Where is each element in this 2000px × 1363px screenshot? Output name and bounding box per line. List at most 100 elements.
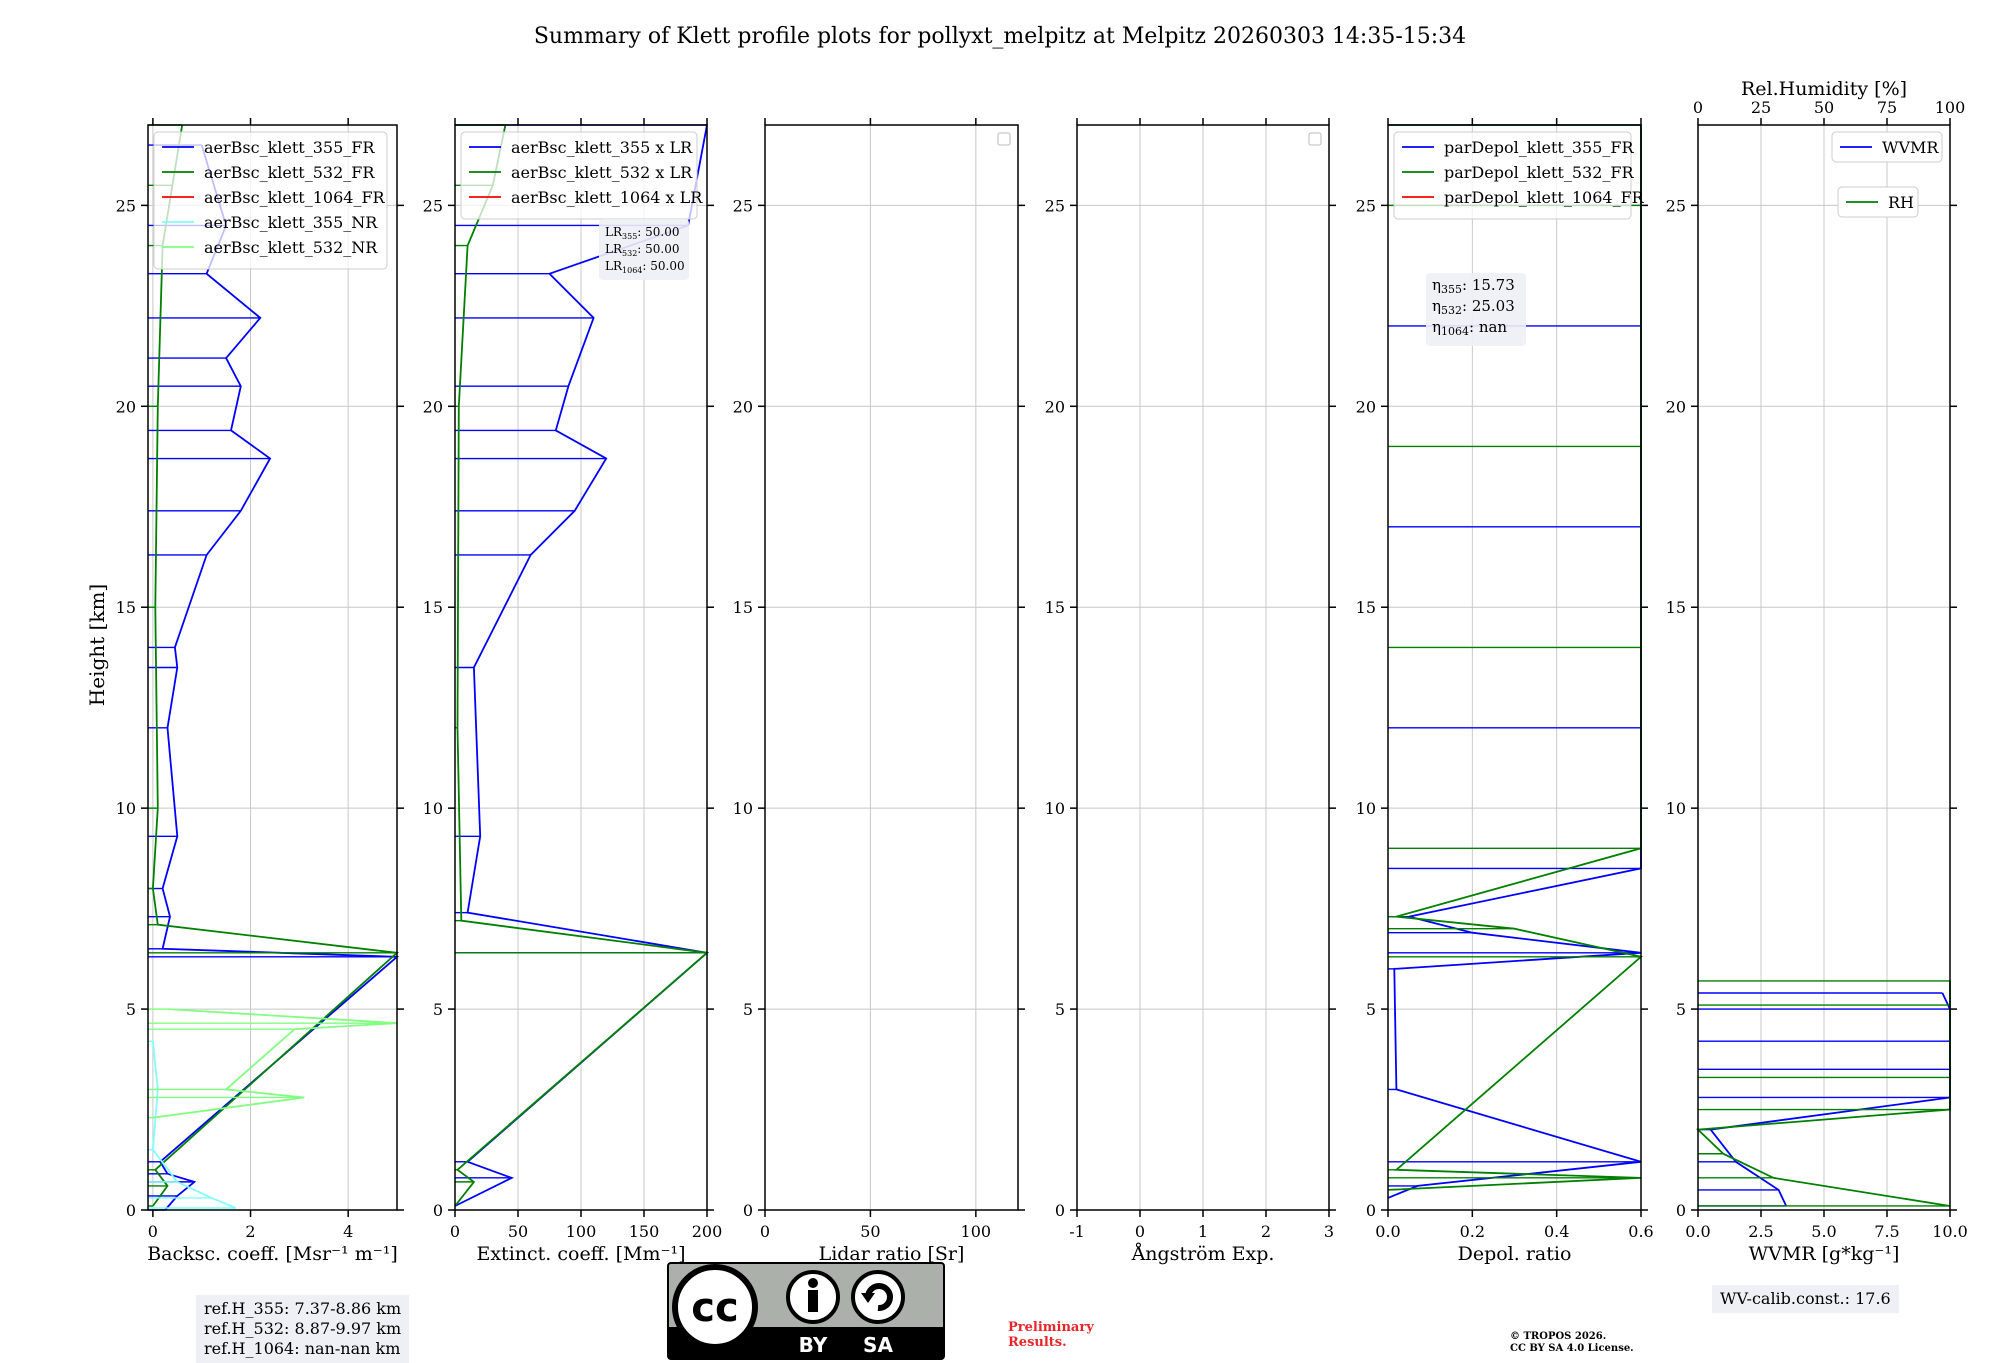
copyright-note: © TROPOS 2026. CC BY SA 4.0 License. xyxy=(1510,1331,1634,1355)
y-tick-label: 5 xyxy=(1676,1000,1686,1019)
x-axis-label: Depol. ratio xyxy=(1458,1243,1572,1265)
x-tick-label: 3 xyxy=(1324,1222,1334,1241)
series-line-aerBsc_klett_355_FR xyxy=(159,144,400,1211)
by-person-head xyxy=(808,1278,818,1288)
annotation-line: LR1064: 50.00 xyxy=(605,259,685,275)
legend-entry: aerBsc_klett_355_FR xyxy=(204,138,375,157)
axes-frame xyxy=(764,124,1019,1211)
series-line-aerBsc_klett_532_FR xyxy=(151,124,400,1207)
x-tick-label: 2 xyxy=(1261,1222,1271,1241)
legend: aerBsc_klett_355_FR aerBsc_klett_532_FRae… xyxy=(153,131,388,270)
y-tick-label: 15 xyxy=(1045,598,1065,617)
legend-entry: parDepol_klett_1064_FR xyxy=(1444,188,1645,207)
y-tick-label: 5 xyxy=(1366,1000,1376,1019)
y-tick-label: 10 xyxy=(1045,799,1065,818)
top-x-tick-label: 100 xyxy=(1935,98,1966,117)
by-label: BY xyxy=(799,1333,828,1357)
preliminary-line-2: Results. xyxy=(1008,1335,1067,1350)
x-tick-label: 50 xyxy=(508,1222,528,1241)
y-tick-label: 15 xyxy=(1356,598,1376,617)
x-tick-label: 0.0 xyxy=(1375,1222,1400,1241)
y-axis-label: Height [km] xyxy=(85,584,109,706)
y-tick-label: 10 xyxy=(1666,799,1686,818)
series-line-aerBsc_klett_532_NR xyxy=(152,1008,398,1119)
panel-wvmr: 0.0 2.5 5.0 7.5 10.0 0 5 10 15 20 25 WVMR [g*kg⁻¹] 0… xyxy=(1666,78,1968,1265)
x-tick-label: 150 xyxy=(629,1222,660,1241)
sa-label: SA xyxy=(863,1333,893,1357)
preliminary-line-1: Preliminary xyxy=(1008,1320,1094,1335)
y-tick-label: 10 xyxy=(733,799,753,818)
preliminary-note: Preliminary Results. xyxy=(1008,1320,1094,1350)
ref-height-355: ref.H_355: 7.37-8.86 km xyxy=(204,1299,402,1318)
x-tick-label: -1 xyxy=(1069,1222,1085,1241)
legend-frame xyxy=(1831,131,1943,163)
x-tick-label: 0 xyxy=(1135,1222,1145,1241)
series-line-aerBsc_klett_355_NR xyxy=(151,1041,237,1209)
x-axis-label: WVMR [g*kg⁻¹] xyxy=(1749,1243,1900,1265)
annotation-line: η355: 15.73 xyxy=(1432,276,1515,296)
y-tick-label: 5 xyxy=(433,1000,443,1019)
y-tick-label: 0 xyxy=(743,1201,753,1220)
y-tick-label: 25 xyxy=(733,196,753,215)
y-tick-label: 15 xyxy=(733,598,753,617)
top-x-tick-label: 50 xyxy=(1814,98,1834,117)
x-tick-label: 0 xyxy=(760,1222,770,1241)
axes-frame xyxy=(1387,124,1642,1211)
legend-entry: aerBsc_klett_532_NR xyxy=(204,238,378,257)
sa-share-icon xyxy=(851,1270,905,1324)
y-tick-label: 25 xyxy=(1045,196,1065,215)
x-tick-label: 7.5 xyxy=(1874,1222,1899,1241)
legend-entry: aerBsc_klett_1064 x LR xyxy=(511,188,703,207)
x-tick-label: 200 xyxy=(692,1222,723,1241)
y-tick-label: 0 xyxy=(1366,1201,1376,1220)
panel-backscatter: 0 2 4 0 5 10 15 20 25 Backsc. coeff. [Msr⁻¹ m⁻¹] a… xyxy=(116,118,404,1265)
legend-entry: aerBsc_klett_532 x LR xyxy=(511,163,693,182)
annotation-line: η1064: nan xyxy=(1432,318,1507,338)
ref-height-1064: ref.H_1064: nan-nan km xyxy=(204,1339,401,1358)
x-tick-label: 0.4 xyxy=(1544,1222,1569,1241)
x-tick-label: 0.0 xyxy=(1685,1222,1710,1241)
x-tick-label: 100 xyxy=(566,1222,597,1241)
x-tick-label: 0.6 xyxy=(1628,1222,1653,1241)
y-tick-label: 25 xyxy=(1666,196,1686,215)
axes-frame xyxy=(147,124,398,1211)
y-tick-label: 25 xyxy=(1356,196,1376,215)
empty-legend-box xyxy=(1308,132,1322,146)
legend-entry: aerBsc_klett_355 x LR xyxy=(511,138,693,157)
y-tick-label: 20 xyxy=(733,397,753,416)
legend-frame xyxy=(153,131,388,270)
y-tick-label: 0 xyxy=(433,1201,443,1220)
panel-extinction: 0 50 100 150 200 0 5 10 15 20 25 Extinct. coeff. [M… xyxy=(423,118,723,1265)
copyright-line-2: CC BY SA 4.0 License. xyxy=(1510,1343,1634,1354)
series-line-WVMR xyxy=(1708,992,1951,1207)
y-tick-label: 0 xyxy=(1676,1201,1686,1220)
y-tick-label: 20 xyxy=(1356,397,1376,416)
y-tick-label: 20 xyxy=(423,397,443,416)
annotation-line: η532: 25.03 xyxy=(1432,297,1515,317)
y-tick-label: 15 xyxy=(1666,598,1686,617)
x-tick-label: 0.2 xyxy=(1460,1222,1485,1241)
y-tick-label: 20 xyxy=(116,397,136,416)
y-tick-label: 20 xyxy=(1045,397,1065,416)
panel-depol: 0.0 0.2 0.4 0.6 0 5 10 15 20 25 Depol. ratio parDep… xyxy=(1356,118,1654,1265)
x-tick-label: 100 xyxy=(961,1222,992,1241)
top-x-tick-label: 0 xyxy=(1693,98,1703,117)
legend-entry: parDepol_klett_355_FR xyxy=(1444,138,1635,157)
y-tick-label: 0 xyxy=(126,1201,136,1220)
sa-arrowhead xyxy=(861,1293,875,1303)
legend-entry: aerBsc_klett_1064_FR xyxy=(204,188,386,207)
y-tick-label: 10 xyxy=(116,799,136,818)
x-axis-label: Ångström Exp. xyxy=(1131,1243,1275,1265)
by-person-body xyxy=(808,1290,818,1312)
empty-legend-box xyxy=(997,132,1011,146)
y-tick-label: 20 xyxy=(1666,397,1686,416)
y-tick-label: 10 xyxy=(423,799,443,818)
x-axis-label: Extinct. coeff. [Mm⁻¹] xyxy=(476,1243,685,1265)
annotation-frame xyxy=(599,219,689,280)
annotation-line: LR355: 50.00 xyxy=(605,225,680,241)
y-tick-label: 5 xyxy=(126,1000,136,1019)
license-badge[interactable]: cc BY SA xyxy=(667,1262,945,1360)
